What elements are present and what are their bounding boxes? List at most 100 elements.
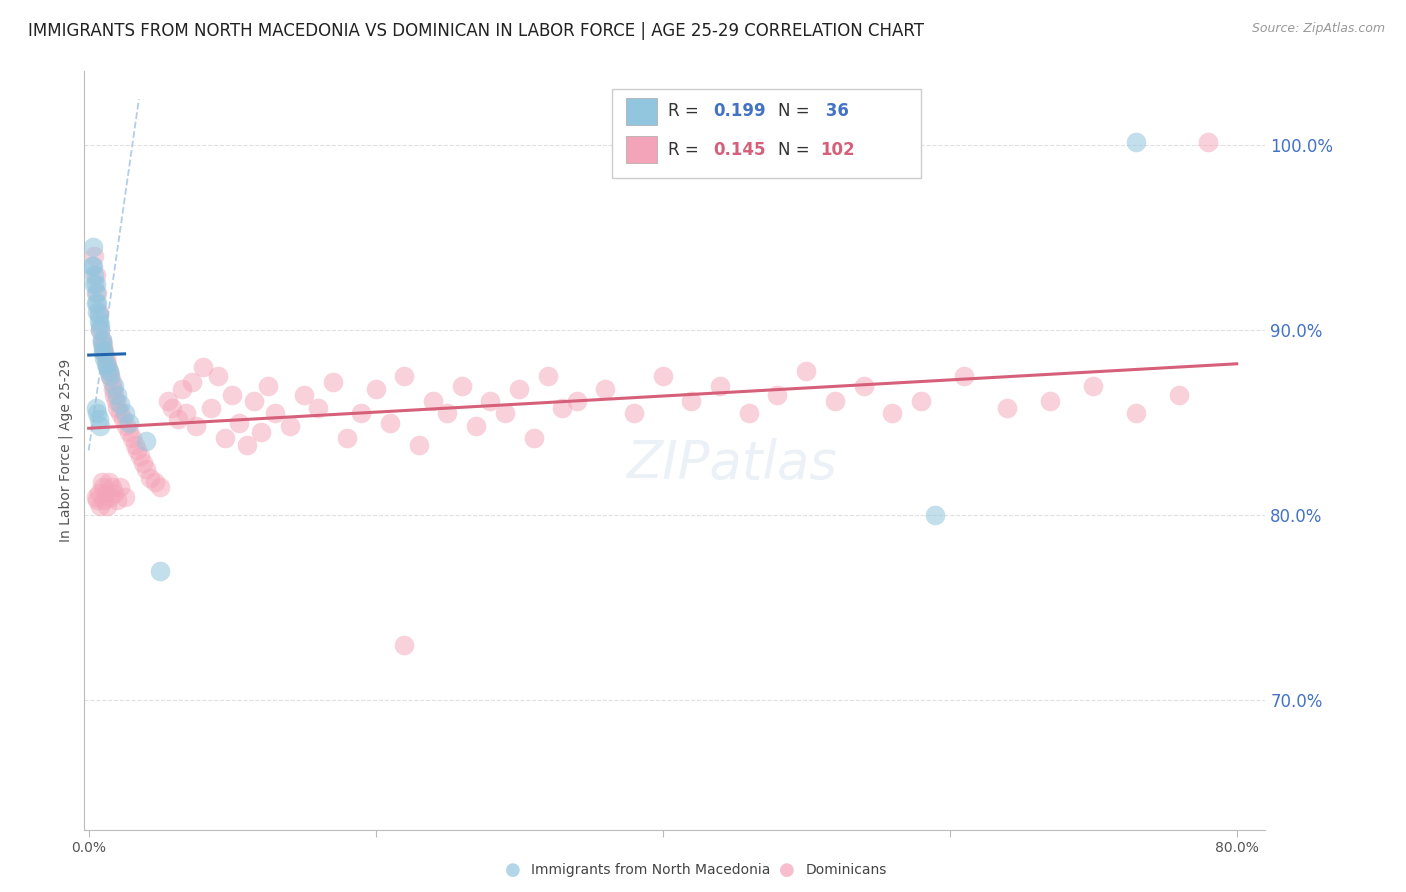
Point (93, 493, 115, 508)
Point (394, 369, 416, 384)
Point (100, 375, 122, 389)
Point (193, 360, 215, 375)
Point (135, 462, 157, 476)
Point (83, 277, 105, 291)
Point (98, 369, 121, 384)
Point (104, 393, 127, 408)
Point (91, 342, 114, 356)
Point (127, 443, 149, 458)
Point (98, 369, 121, 384)
Point (681, 393, 703, 408)
Point (96, 360, 118, 375)
Point (87, 412, 110, 426)
Point (924, 508, 946, 523)
Point (118, 416, 141, 430)
Point (1125, 407, 1147, 421)
Point (623, 407, 645, 421)
Point (105, 388, 128, 402)
Point (910, 393, 932, 408)
Point (422, 393, 444, 408)
Point (228, 416, 250, 430)
Point (166, 412, 188, 426)
Point (86, 493, 108, 508)
Text: 102: 102 (820, 141, 855, 159)
Point (87, 305, 110, 319)
Point (89, 499, 111, 513)
Text: 0.199: 0.199 (713, 103, 765, 120)
Point (91, 480, 114, 494)
Point (174, 407, 197, 421)
Point (83, 249, 105, 263)
Point (90, 333, 112, 347)
Point (84, 490, 107, 504)
Point (84, 401, 107, 415)
Point (214, 430, 236, 444)
Point (307, 401, 329, 415)
Text: R =: R = (668, 141, 704, 159)
Point (121, 430, 143, 444)
Text: Source: ZipAtlas.com: Source: ZipAtlas.com (1251, 22, 1385, 36)
Point (97, 364, 120, 378)
Point (160, 401, 183, 415)
Point (953, 369, 976, 384)
Point (86, 305, 108, 319)
Point (292, 388, 315, 402)
Point (86, 295, 108, 310)
Point (824, 393, 846, 408)
Point (264, 407, 287, 421)
Point (129, 449, 152, 463)
Point (87, 486, 110, 500)
Point (114, 490, 136, 504)
Y-axis label: In Labor Force | Age 25-29: In Labor Force | Age 25-29 (59, 359, 73, 542)
Point (565, 393, 588, 408)
Point (93, 351, 115, 365)
Point (84, 268, 107, 282)
Point (450, 378, 472, 392)
Point (110, 480, 132, 494)
Point (87, 309, 110, 323)
Point (394, 638, 416, 652)
Point (766, 388, 789, 402)
Point (97, 364, 120, 378)
Text: IMMIGRANTS FROM NORTH MACEDONIA VS DOMINICAN IN LABOR FORCE | AGE 25-29 CORRELAT: IMMIGRANTS FROM NORTH MACEDONIA VS DOMIN… (28, 22, 924, 40)
Point (91, 345, 114, 359)
Point (96, 499, 118, 513)
Point (132, 457, 155, 471)
Point (103, 486, 125, 500)
Point (186, 419, 208, 434)
Point (82, 259, 104, 273)
Point (508, 383, 530, 397)
Point (94, 486, 117, 500)
Point (1125, 135, 1147, 149)
Point (250, 425, 273, 439)
Point (83, 268, 105, 282)
Point (436, 407, 458, 421)
Point (995, 401, 1018, 415)
Point (90, 333, 112, 347)
Point (709, 378, 731, 392)
Point (350, 407, 373, 421)
Point (200, 401, 222, 415)
Point (110, 397, 132, 411)
Text: Immigrants from North Macedonia: Immigrants from North Macedonia (531, 863, 770, 877)
Point (364, 383, 387, 397)
Point (378, 416, 401, 430)
Point (336, 430, 359, 444)
Point (124, 438, 146, 452)
Text: Dominicans: Dominicans (806, 863, 887, 877)
Point (84, 286, 107, 301)
Point (100, 480, 122, 494)
Point (221, 388, 243, 402)
Point (1197, 135, 1219, 149)
Point (96, 357, 118, 371)
Point (551, 401, 574, 415)
Text: R =: R = (668, 103, 704, 120)
Point (593, 383, 616, 397)
Point (1083, 378, 1105, 392)
Point (115, 419, 138, 434)
Point (98, 490, 121, 504)
Point (143, 475, 166, 489)
Point (1168, 388, 1191, 402)
Text: ●: ● (779, 861, 796, 879)
Point (278, 419, 301, 434)
